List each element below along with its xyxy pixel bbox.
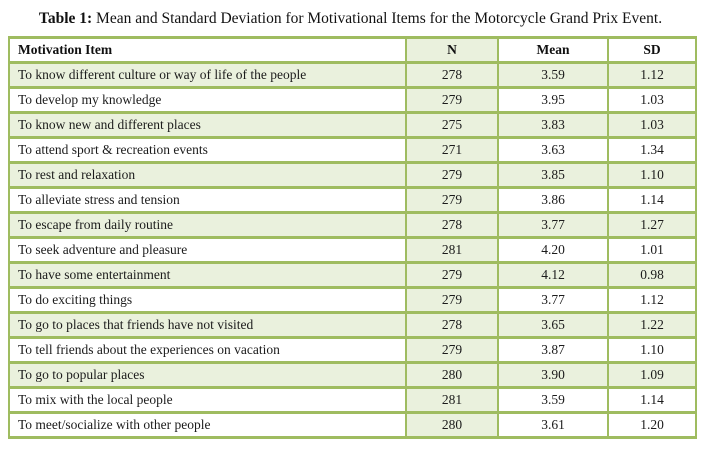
cell-mean: 3.61 [497,410,609,439]
cell-n: 279 [405,85,499,114]
cell-n: 275 [405,110,499,139]
cell-motivation-item: To alleviate stress and tension [8,185,407,214]
cell-sd: 1.12 [607,285,697,314]
cell-motivation-item: To meet/socialize with other people [8,410,407,439]
cell-motivation-item: To go to places that friends have not vi… [8,310,407,339]
cell-motivation-item: To attend sport & recreation events [8,135,407,164]
cell-motivation-item: To rest and relaxation [8,160,407,189]
table-row: To rest and relaxation 279 3.85 1.10 [8,160,697,189]
table-row: To tell friends about the experiences on… [8,335,697,364]
column-header-mean: Mean [497,35,609,64]
cell-n: 281 [405,385,499,414]
cell-n: 281 [405,235,499,264]
table-row: To develop my knowledge 279 3.95 1.03 [8,85,697,114]
cell-n: 279 [405,260,499,289]
cell-mean: 3.86 [497,185,609,214]
cell-n: 280 [405,360,499,389]
cell-n: 279 [405,285,499,314]
table-row: To mix with the local people 281 3.59 1.… [8,385,697,414]
cell-n: 279 [405,185,499,214]
cell-motivation-item: To escape from daily routine [8,210,407,239]
cell-n: 279 [405,160,499,189]
table-row: To go to places that friends have not vi… [8,310,697,339]
cell-n: 278 [405,210,499,239]
cell-sd: 1.22 [607,310,697,339]
table-body: To know different culture or way of life… [8,60,697,439]
cell-mean: 4.12 [497,260,609,289]
cell-motivation-item: To seek adventure and pleasure [8,235,407,264]
cell-sd: 1.34 [607,135,697,164]
cell-mean: 3.65 [497,310,609,339]
cell-mean: 3.85 [497,160,609,189]
cell-n: 278 [405,60,499,89]
column-header-sd: SD [607,35,697,64]
cell-sd: 1.27 [607,210,697,239]
table-row: To know different culture or way of life… [8,60,697,89]
cell-motivation-item: To go to popular places [8,360,407,389]
cell-sd: 1.09 [607,360,697,389]
cell-sd: 1.03 [607,85,697,114]
cell-motivation-item: To tell friends about the experiences on… [8,335,407,364]
table-row: To go to popular places 280 3.90 1.09 [8,360,697,389]
table-title-text: Mean and Standard Deviation for Motivati… [96,10,663,27]
cell-n: 278 [405,310,499,339]
cell-motivation-item: To do exciting things [8,285,407,314]
cell-sd: 1.01 [607,235,697,264]
cell-motivation-item: To know new and different places [8,110,407,139]
cell-mean: 3.95 [497,85,609,114]
cell-sd: 1.12 [607,60,697,89]
table-row: To do exciting things 279 3.77 1.12 [8,285,697,314]
cell-sd: 1.10 [607,335,697,364]
table-row: To attend sport & recreation events 271 … [8,135,697,164]
header-row: Motivation Item N Mean SD [8,35,697,64]
table-row: To seek adventure and pleasure 281 4.20 … [8,235,697,264]
cell-motivation-item: To mix with the local people [8,385,407,414]
table-row: To escape from daily routine 278 3.77 1.… [8,210,697,239]
cell-mean: 3.83 [497,110,609,139]
cell-mean: 3.59 [497,385,609,414]
data-table: Motivation Item N Mean SD To know differ… [8,35,697,439]
table-title: Table 1: Mean and Standard Deviation for… [38,0,663,29]
cell-sd: 1.03 [607,110,697,139]
table-title-label: Table 1: [38,10,93,27]
table-row: To have some entertainment 279 4.12 0.98 [8,260,697,289]
cell-mean: 3.77 [497,210,609,239]
cell-mean: 3.63 [497,135,609,164]
cell-mean: 3.59 [497,60,609,89]
cell-sd: 1.14 [607,385,697,414]
cell-sd: 1.14 [607,185,697,214]
cell-motivation-item: To develop my knowledge [8,85,407,114]
cell-n: 279 [405,335,499,364]
cell-motivation-item: To know different culture or way of life… [8,60,407,89]
cell-sd: 0.98 [607,260,697,289]
cell-sd: 1.10 [607,160,697,189]
cell-motivation-item: To have some entertainment [8,260,407,289]
cell-mean: 4.20 [497,235,609,264]
table-row: To meet/socialize with other people 280 … [8,410,697,439]
table-row: To alleviate stress and tension 279 3.86… [8,185,697,214]
cell-mean: 3.90 [497,360,609,389]
cell-sd: 1.20 [607,410,697,439]
cell-mean: 3.77 [497,285,609,314]
column-header-n: N [405,35,499,64]
table-row: To know new and different places 275 3.8… [8,110,697,139]
cell-mean: 3.87 [497,335,609,364]
cell-n: 271 [405,135,499,164]
cell-n: 280 [405,410,499,439]
column-header-motivation-item: Motivation Item [8,35,407,64]
